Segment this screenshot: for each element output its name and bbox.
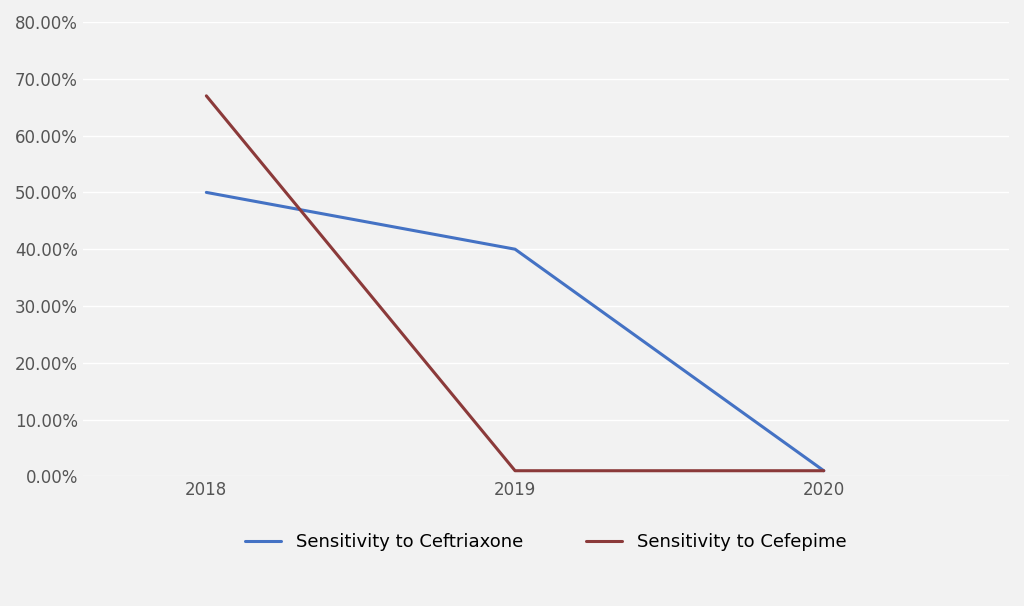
Line: Sensitivity to Ceftriaxone: Sensitivity to Ceftriaxone [207, 192, 823, 471]
Sensitivity to Cefepime [817, 467, 829, 474]
Sensitivity to Ceftriaxone [201, 188, 213, 196]
Sensitivity to Cefepime [509, 467, 521, 474]
Sensitivity to Cefepime [201, 92, 213, 99]
Line: Sensitivity to Cefepime: Sensitivity to Cefepime [207, 96, 823, 471]
Sensitivity to Ceftriaxone [817, 467, 829, 474]
Legend: Sensitivity to Ceftriaxone, Sensitivity to Cefepime: Sensitivity to Ceftriaxone, Sensitivity … [239, 526, 854, 558]
Sensitivity to Ceftriaxone [509, 245, 521, 253]
